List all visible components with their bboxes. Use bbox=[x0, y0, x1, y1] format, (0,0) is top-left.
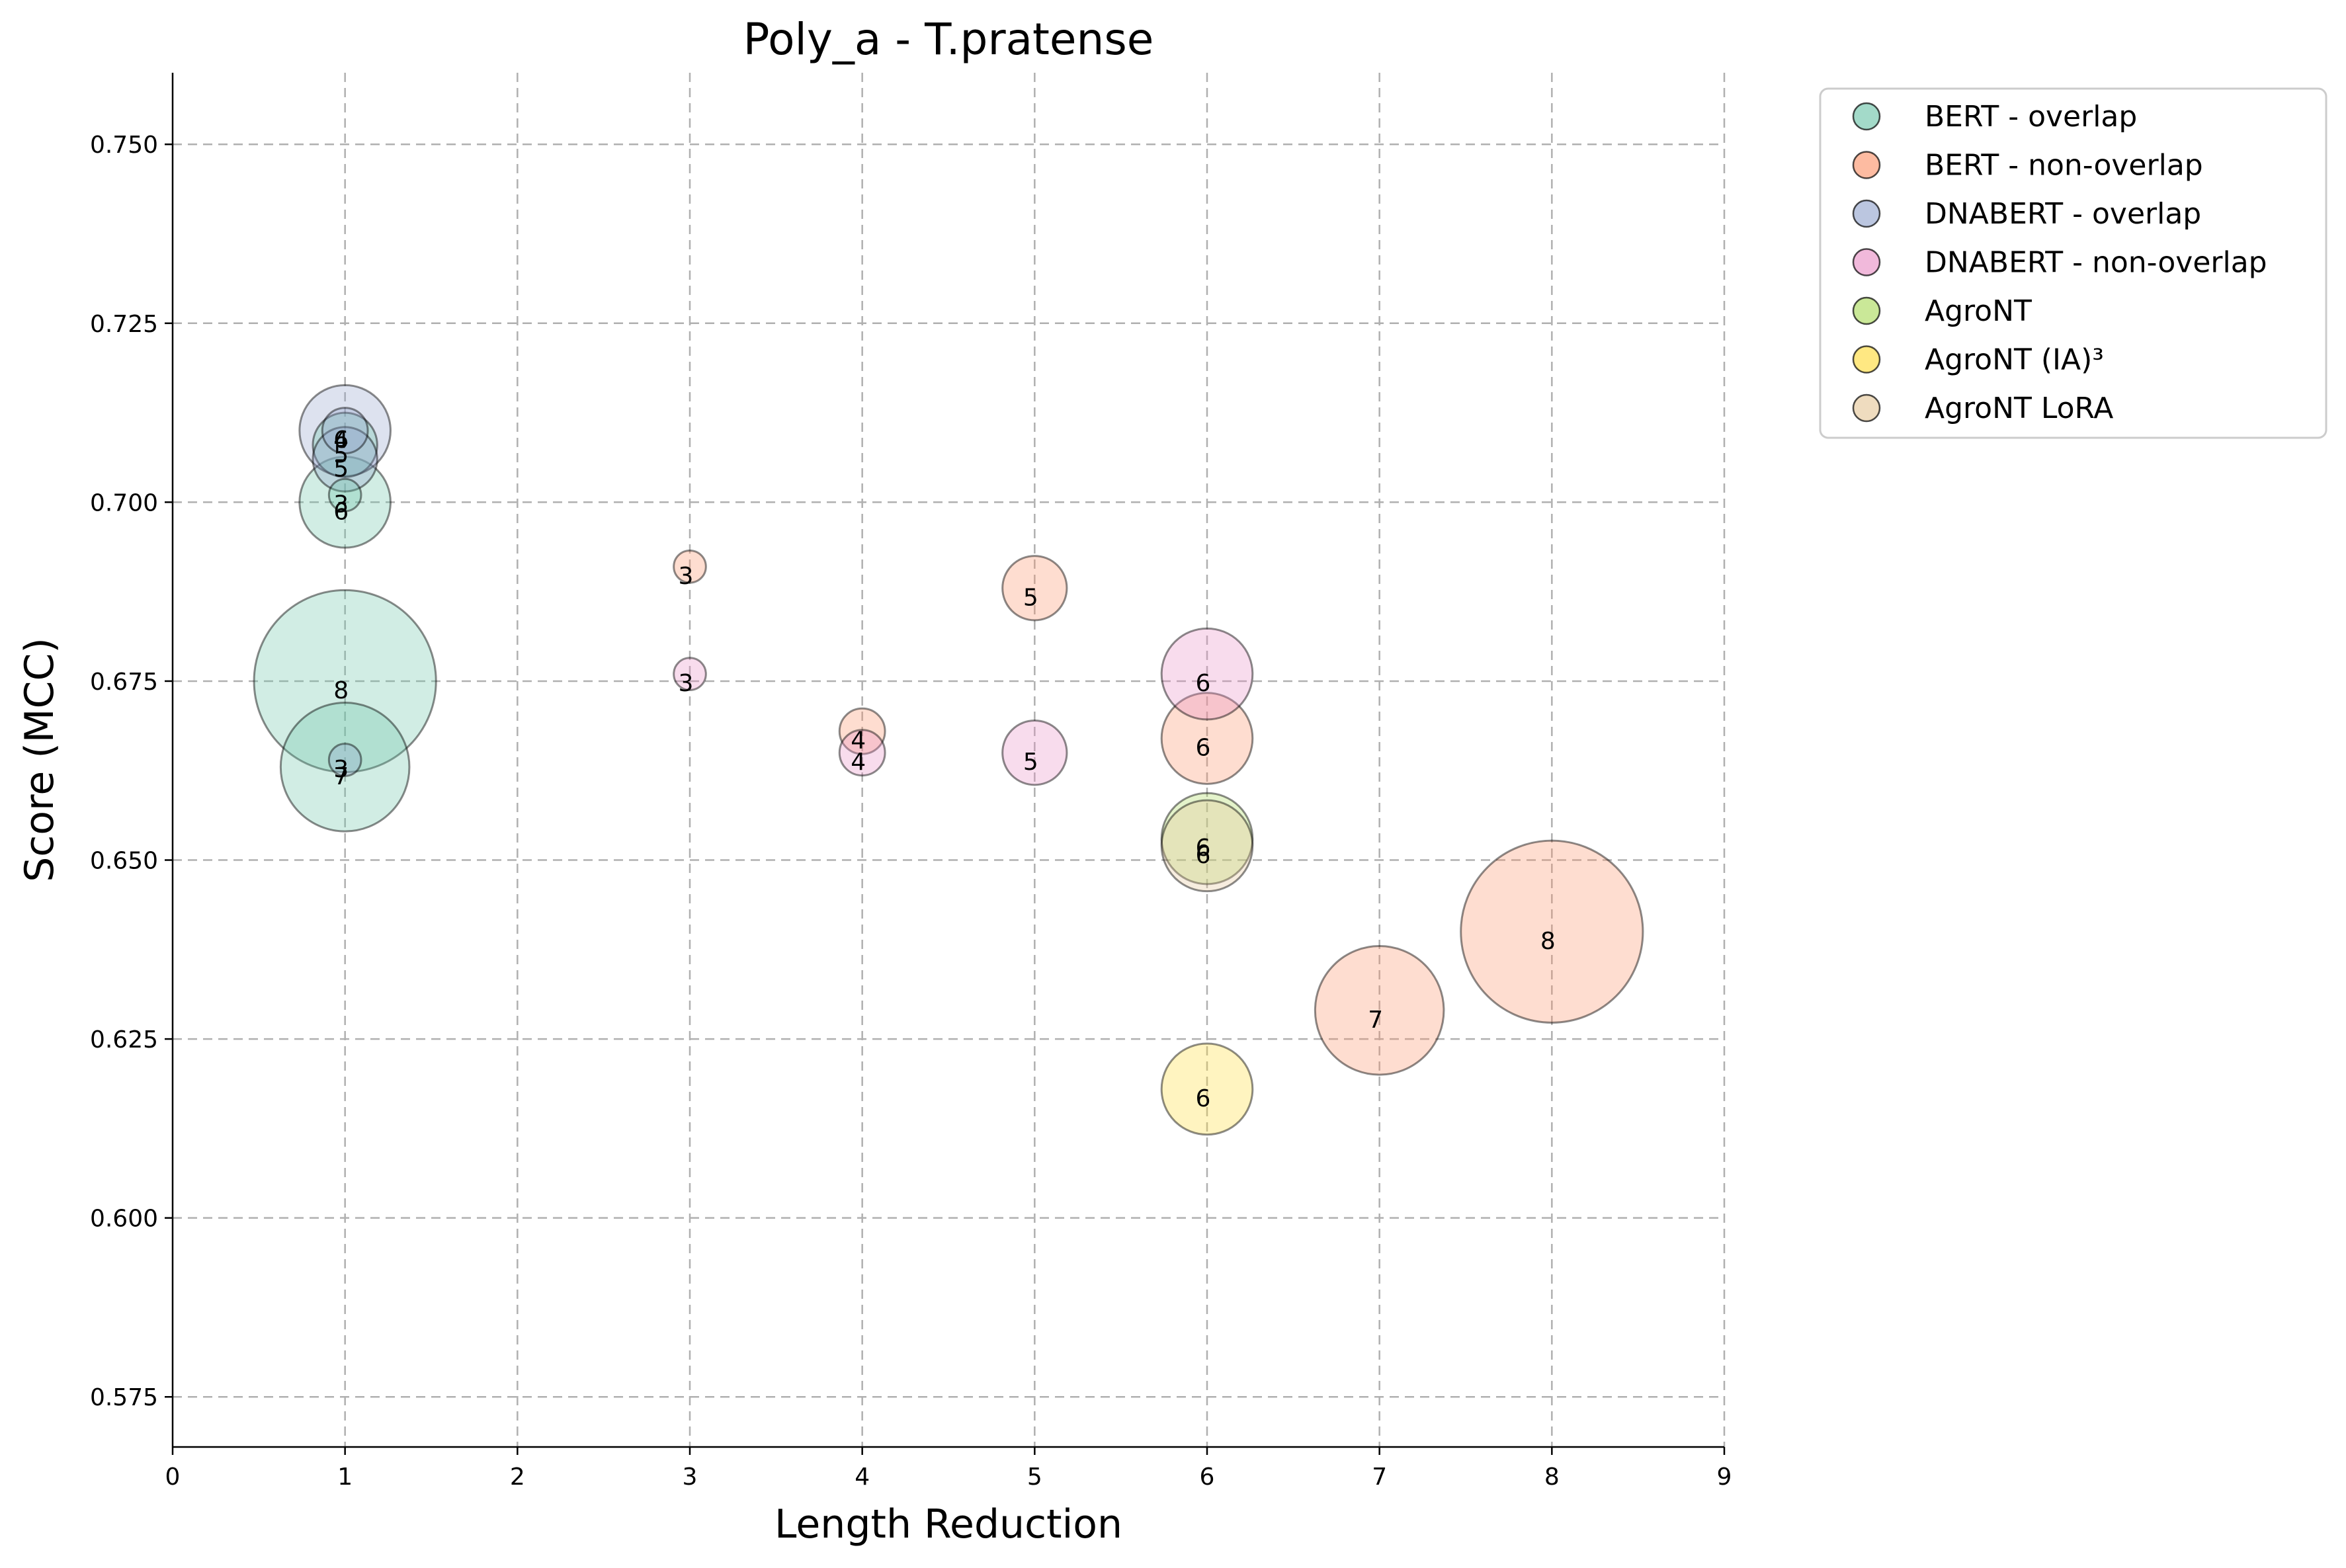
legend-marker bbox=[1852, 248, 1881, 276]
data-bubble bbox=[321, 407, 369, 455]
legend-box bbox=[1819, 87, 2327, 439]
x-tick-label: 4 bbox=[855, 1464, 870, 1491]
data-bubble bbox=[1460, 839, 1644, 1024]
x-tick-label: 0 bbox=[165, 1464, 181, 1491]
y-tick-label: 0.600 bbox=[90, 1206, 158, 1233]
data-bubble bbox=[253, 589, 437, 774]
bubble-label: 3 bbox=[679, 670, 694, 697]
bubble-label: 7 bbox=[333, 763, 349, 790]
data-bubble bbox=[673, 549, 707, 584]
legend-label: AgroNT LoRA bbox=[1925, 392, 2113, 425]
bubble-label: 4 bbox=[333, 427, 349, 454]
bubble-label: 6 bbox=[333, 427, 349, 454]
data-bubble bbox=[1160, 1042, 1254, 1136]
y-tick-label: 0.750 bbox=[90, 132, 158, 159]
data-bubble bbox=[1160, 692, 1254, 785]
legend-label: BERT - overlap bbox=[1925, 100, 2137, 134]
grid-lines bbox=[173, 73, 1726, 1447]
bubble-label: 4 bbox=[851, 749, 866, 776]
x-tick-label: 7 bbox=[1372, 1464, 1387, 1491]
data-bubble bbox=[838, 729, 886, 777]
bubble-label: 6 bbox=[333, 498, 349, 525]
data-bubble bbox=[327, 477, 362, 513]
bubble-label: 6 bbox=[1196, 1085, 1211, 1112]
bubble-label: 6 bbox=[1196, 670, 1211, 697]
bubble-label: 5 bbox=[1023, 584, 1038, 611]
x-tick-label: 6 bbox=[1200, 1464, 1215, 1491]
data-bubble bbox=[298, 384, 392, 477]
data-bubble bbox=[279, 702, 411, 833]
bubble-label: 6 bbox=[1196, 835, 1211, 862]
y-tick-label: 0.725 bbox=[90, 311, 158, 338]
legend-label: AgroNT bbox=[1925, 294, 2032, 328]
chart-title: Poly_a - T.pratense bbox=[743, 14, 1154, 65]
data-bubble bbox=[1160, 627, 1254, 721]
y-tick-label: 0.625 bbox=[90, 1026, 158, 1053]
bubble-label: 5 bbox=[1023, 749, 1038, 776]
legend-label: BERT - non-overlap bbox=[1925, 149, 2203, 183]
legend-label: AgroNT (IA)³ bbox=[1925, 343, 2104, 377]
y-axis-label: Score (MCC) bbox=[17, 638, 63, 882]
data-bubble bbox=[298, 456, 392, 549]
bubble-label: 6 bbox=[1196, 842, 1211, 869]
data-bubble bbox=[312, 426, 378, 493]
x-tick-label: 8 bbox=[1544, 1464, 1560, 1491]
bubble-label: 5 bbox=[333, 455, 349, 482]
data-bubble bbox=[327, 743, 362, 777]
data-bubble bbox=[1160, 799, 1254, 893]
y-tick-label: 0.650 bbox=[90, 848, 158, 875]
data-bubble bbox=[312, 411, 378, 478]
legend-label: DNABERT - non-overlap bbox=[1925, 246, 2267, 280]
data-bubble bbox=[1314, 945, 1445, 1076]
legend-marker bbox=[1852, 199, 1881, 228]
y-tick-label: 0.700 bbox=[90, 489, 158, 516]
bubble-label: 7 bbox=[1368, 1007, 1383, 1034]
legend-marker bbox=[1852, 296, 1881, 325]
legend-marker bbox=[1852, 345, 1881, 374]
bubble-label: 3 bbox=[333, 491, 349, 518]
y-axis-ticks: 0.575 0.600 0.625 0.650 0.675 0.700 0.725 0.750 bbox=[90, 132, 173, 1411]
bubble-label: 4 bbox=[851, 727, 866, 755]
y-tick-label: 0.675 bbox=[90, 669, 158, 696]
data-bubble bbox=[1001, 720, 1068, 786]
x-tick-label: 3 bbox=[683, 1464, 698, 1491]
legend: BERT - overlap BERT - non-overlap DNABERT … bbox=[1819, 87, 2327, 439]
x-tick-label: 2 bbox=[510, 1464, 525, 1491]
data-bubble bbox=[838, 707, 886, 755]
bubble-label: 6 bbox=[1196, 735, 1211, 762]
y-tick-label: 0.575 bbox=[90, 1384, 158, 1411]
x-tick-label: 5 bbox=[1027, 1464, 1042, 1491]
bubble-label: 3 bbox=[679, 563, 694, 590]
legend-marker bbox=[1852, 151, 1881, 179]
bubble-label: 3 bbox=[333, 756, 349, 783]
data-bubble bbox=[1001, 555, 1068, 622]
bubble-label: 8 bbox=[1540, 928, 1556, 955]
x-tick-label: 1 bbox=[337, 1464, 353, 1491]
x-axis-ticks: 0 1 2 3 4 5 6 7 8 9 bbox=[165, 1447, 1732, 1491]
legend-marker bbox=[1852, 393, 1881, 423]
legend-label: DNABERT - overlap bbox=[1925, 197, 2201, 231]
bubble-label: 5 bbox=[333, 441, 349, 468]
x-axis-label: Length Reduction bbox=[775, 1501, 1122, 1547]
x-tick-label: 9 bbox=[1717, 1464, 1732, 1491]
data-bubble bbox=[1160, 792, 1254, 886]
legend-marker bbox=[1852, 102, 1881, 131]
data-bubble bbox=[673, 657, 707, 691]
bubble-label: 8 bbox=[333, 677, 349, 704]
